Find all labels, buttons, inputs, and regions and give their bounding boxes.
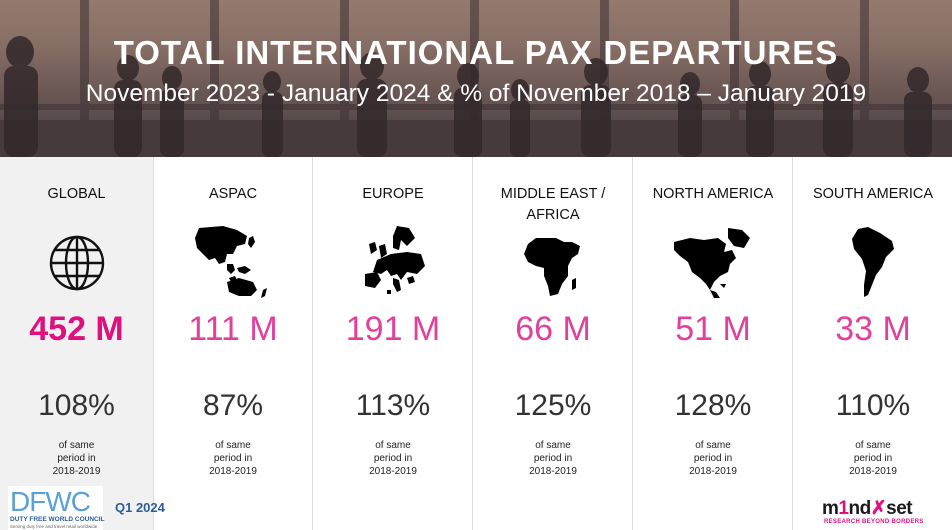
quarter-label: Q1 2024 [115, 500, 165, 515]
percent-note: of same period in 2018-2019 [634, 439, 792, 478]
region-name: NORTH AMERICA [652, 186, 774, 202]
note-line: period in [853, 453, 893, 464]
note-line: period in [693, 453, 733, 464]
region-column-south-america: SOUTH AMERICA 33 M 110% of same period i… [794, 157, 952, 530]
passenger-value: 191 M [345, 310, 441, 348]
note-line: 2018-2019 [849, 466, 897, 477]
mindset-logo-prefix: m [822, 498, 839, 519]
region-name: EUROPE [362, 186, 424, 202]
note-line: 2018-2019 [689, 466, 737, 477]
mindset-logo-mark: ✗ [870, 498, 887, 519]
note-line: of same [695, 440, 731, 451]
region-column-europe: EUROPE 191 M 113% of same period in 201 [314, 157, 473, 530]
region-column-aspac: ASPAC 111 M 87% of same period in 2018-2… [154, 157, 313, 530]
note-line: period in [57, 453, 96, 464]
region-columns: GLOBAL 452 M 108% of same period in 2018… [0, 157, 952, 530]
dfwc-logo-tagline: Serving duty free and travel retail worl… [10, 524, 98, 529]
passenger-value: 33 M [835, 310, 911, 348]
percent-of-2018-2019: 110% [835, 389, 911, 422]
region-column-global: GLOBAL 452 M 108% of same period in 2018… [0, 157, 154, 530]
percent-note: of same period in 2018-2019 [314, 439, 472, 478]
header-banner: TOTAL INTERNATIONAL PAX DEPARTURES Novem… [0, 0, 952, 157]
note-line: 2018-2019 [529, 466, 577, 477]
passenger-value: 111 M [188, 310, 278, 348]
note-line: of same [855, 440, 891, 451]
note-line: 2018-2019 [209, 466, 257, 477]
dfwc-logo: DFWC DUTY FREE WORLD COUNCIL Serving dut… [8, 486, 105, 530]
percent-note: of same period in 2018-2019 [794, 439, 952, 478]
note-line: of same [215, 440, 251, 451]
note-line: of same [375, 440, 411, 451]
percent-note: of same period in 2018-2019 [154, 439, 312, 478]
passenger-value: 51 M [675, 310, 751, 348]
percent-of-2018-2019: 87% [202, 389, 264, 422]
banner-overlay [0, 0, 952, 157]
mindset-logo-tagline: RESEARCH BEYOND BORDERS [824, 519, 924, 525]
mindset-logo-suffix: nd [848, 498, 871, 519]
africa-map-icon [474, 231, 632, 303]
note-line: period in [213, 453, 253, 464]
percent-of-2018-2019: 128% [674, 389, 752, 422]
percent-of-2018-2019: 125% [514, 389, 592, 422]
dfwc-logo-mark: DFWC [10, 486, 91, 517]
dfwc-logo-name: DUTY FREE WORLD COUNCIL [10, 516, 105, 523]
airport-silhouette-image [0, 0, 952, 157]
note-line: 2018-2019 [369, 466, 417, 477]
region-name: GLOBAL [47, 186, 106, 202]
region-name-line: MIDDLE EAST / [500, 186, 606, 202]
percent-note: of same period in 2018-2019 [0, 439, 153, 478]
region-name: ASPAC [208, 186, 258, 202]
region-column-north-america: NORTH AMERICA 51 M 128% of same period i… [634, 157, 793, 530]
note-line: period in [373, 453, 413, 464]
passenger-value: 452 M [29, 310, 124, 348]
mindset-logo: m1nd✗set RESEARCH BEYOND BORDERS [818, 497, 948, 527]
region-name-line: AFRICA [526, 207, 580, 223]
percent-of-2018-2019: 113% [355, 389, 431, 422]
note-line: of same [535, 440, 571, 451]
europe-map-icon [314, 226, 472, 299]
region-name: SOUTH AMERICA [812, 186, 934, 202]
page-subtitle: November 2023 - January 2024 & % of Nove… [85, 80, 867, 107]
asia-pacific-map-icon [154, 226, 312, 299]
percent-note: of same period in 2018-2019 [474, 439, 632, 478]
globe-icon [0, 227, 153, 299]
mindset-logo-accent: 1 [838, 498, 849, 519]
note-line: period in [533, 453, 573, 464]
page-title: TOTAL INTERNATIONAL PAX DEPARTURES [113, 34, 839, 71]
north-america-map-icon [634, 227, 792, 299]
region-name: MIDDLE EAST / AFRICA [474, 184, 632, 226]
south-america-map-icon [794, 227, 952, 299]
mindset-logo-word: m1nd✗set [822, 497, 913, 520]
note-line: 2018-2019 [52, 466, 101, 477]
note-line: of same [58, 440, 95, 451]
passenger-value: 66 M [515, 310, 591, 348]
mindset-logo-end: set [886, 498, 913, 519]
percent-of-2018-2019: 108% [38, 389, 115, 422]
region-column-middle-east-africa: MIDDLE EAST / AFRICA 66 M 125% of same p… [474, 157, 633, 530]
